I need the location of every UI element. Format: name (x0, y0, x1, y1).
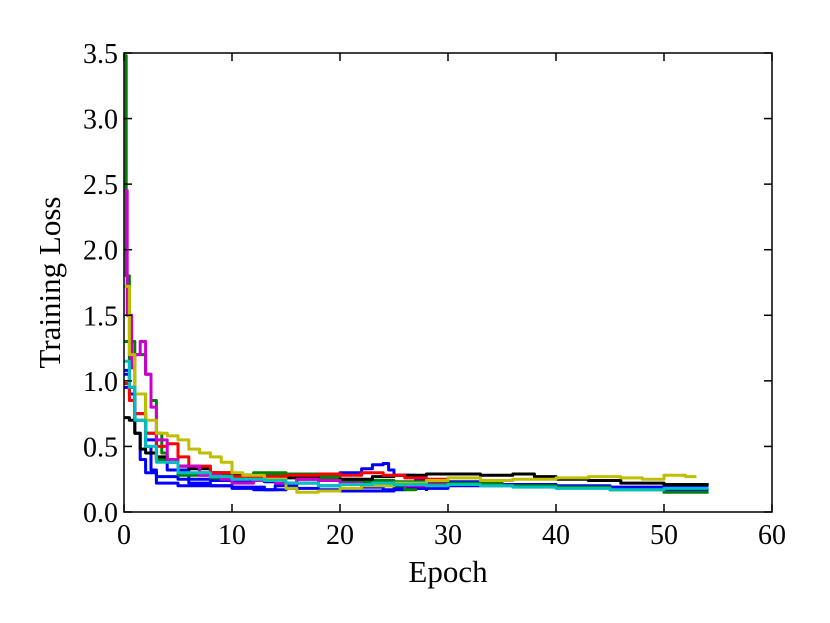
series-line-8 (124, 189, 450, 488)
plot-frame (123, 52, 773, 513)
y-tick-label: 0.0 (83, 498, 118, 529)
y-tick-label: 1.5 (83, 301, 118, 332)
y-tick-label: 0.5 (83, 432, 118, 463)
series-line-10 (124, 359, 709, 492)
axis-tick-labels: 0 10 20 30 40 50 60 0.0 0.5 1.0 1.5 2.0 2.5 3.0 3.5 (83, 39, 786, 551)
x-axis-label: Epoch (408, 554, 488, 589)
plot-lines (124, 54, 709, 494)
x-tick-label: 60 (758, 520, 786, 551)
x-tick-label: 30 (434, 520, 462, 551)
x-tick-label: 50 (650, 520, 678, 551)
y-tick-label: 2.5 (83, 170, 118, 201)
series-line-7 (124, 382, 450, 482)
y-tick-label: 1.0 (83, 367, 118, 398)
x-tick-label: 10 (218, 520, 246, 551)
series-line-9 (124, 284, 697, 494)
x-tick-label: 40 (542, 520, 570, 551)
y-tick-label: 3.5 (83, 39, 118, 70)
series-line-4 (124, 54, 709, 494)
y-axis-label: Training Loss (32, 197, 67, 369)
y-tick-label: 3.0 (83, 105, 118, 136)
x-tick-label: 20 (326, 520, 354, 551)
axis-ticks (123, 52, 773, 513)
x-tick-label: 0 (117, 520, 131, 551)
y-tick-label: 2.0 (83, 236, 118, 267)
